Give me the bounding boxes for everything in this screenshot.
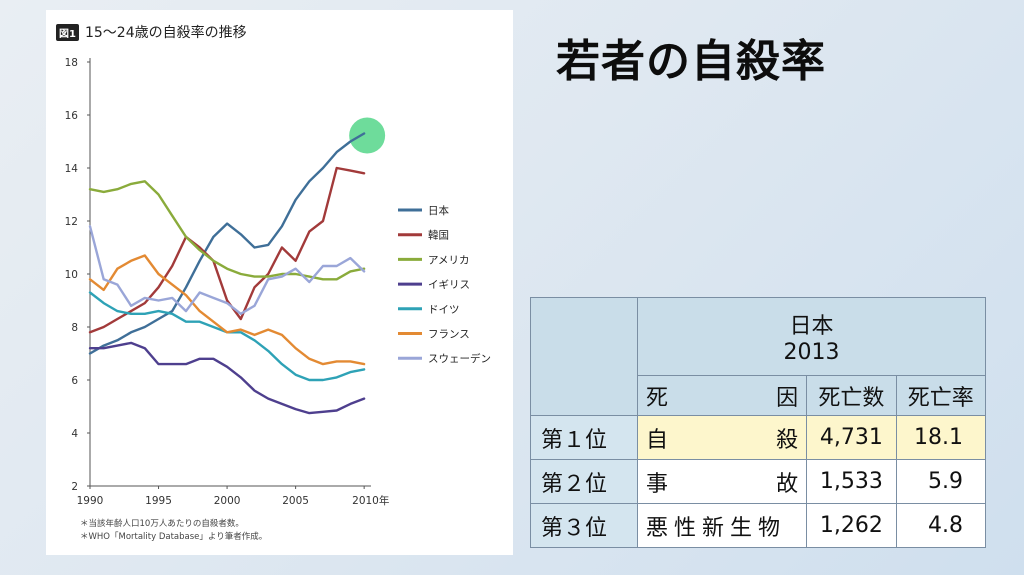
row-deaths: 1,533	[806, 459, 897, 504]
x-tick-label: 1990	[77, 495, 104, 507]
row-cause-1: 自	[646, 427, 669, 453]
legend-label: アメリカ	[428, 254, 469, 266]
row-rank: 第２位	[530, 459, 638, 504]
y-tick-label: 8	[71, 322, 78, 334]
row-cause: 自 殺	[636, 415, 808, 460]
row-rate: 18.1	[895, 415, 987, 460]
series-line-フランス	[88, 254, 366, 366]
table-header-deaths: 死亡数	[806, 375, 897, 416]
header-cause-2: 因	[776, 385, 799, 411]
y-tick-label: 12	[65, 216, 78, 228]
row-deaths: 1,262	[806, 503, 897, 548]
row-deaths: 4,731	[806, 415, 897, 460]
row-cause: 事 故	[636, 459, 808, 504]
highlight-circle	[349, 117, 386, 154]
series-line-アメリカ	[88, 180, 366, 281]
row-rank: 第３位	[530, 503, 638, 548]
table-row: 第２位 事 故 1,533 5.9	[530, 459, 987, 504]
legend-label: ドイツ	[428, 304, 460, 316]
y-tick-label: 18	[65, 57, 78, 69]
y-tick-label: 4	[71, 428, 78, 440]
figure-notes: ＊当該年齢人口10万人あたりの自殺者数。 ＊WHO「Mortality Data…	[80, 518, 267, 544]
row-rank: 第１位	[530, 415, 638, 460]
figure-badge: 図1	[56, 23, 79, 41]
header-cause-1: 死	[646, 385, 669, 411]
cause-of-death-table: 日本 2013 死 因 死亡数 死亡率 第１位 自 殺 4,731	[530, 297, 987, 548]
row-rate: 5.9	[895, 459, 987, 504]
row-cause-1: 悪性新生物	[646, 515, 787, 541]
row-cause-2: 故	[776, 471, 799, 497]
table-header-rate: 死亡率	[895, 375, 987, 416]
x-tick-label: 2005	[282, 495, 309, 507]
figure-title: 図1 15～24歳の自殺率の推移	[56, 22, 247, 42]
y-tick-label: 16	[65, 110, 79, 122]
legend-label: フランス	[428, 329, 470, 341]
y-tick-label: 2	[71, 481, 78, 493]
table-country: 日本	[789, 314, 834, 339]
y-tick-label: 10	[65, 269, 78, 281]
figure-note-1: ＊当該年齢人口10万人あたりの自殺者数。	[80, 519, 244, 529]
x-tick-label: 2000	[214, 495, 241, 507]
table-row: 第１位 自 殺 4,731 18.1	[530, 415, 987, 460]
table-corner	[530, 297, 638, 416]
legend-label: スウェーデン	[428, 352, 491, 365]
figure-title-text: 15～24歳の自殺率の推移	[84, 25, 247, 41]
series-line-イギリス	[88, 341, 366, 415]
table-header-country: 日本 2013	[637, 297, 986, 376]
series-line-韓国	[88, 166, 366, 334]
y-tick-label: 6	[71, 375, 78, 387]
table-year: 2013	[783, 340, 840, 365]
row-rate: 4.8	[895, 503, 987, 548]
slide-title: 若者の自殺率	[556, 36, 826, 87]
data-table: 日本 2013 死 因 死亡数 死亡率 第１位 自 殺 4,731	[530, 297, 987, 548]
row-cause: 悪性新生物	[636, 503, 808, 548]
x-tick-label: 2010年	[352, 494, 389, 507]
series-line-スウェーデン	[88, 225, 366, 315]
y-tick-label: 14	[65, 163, 79, 175]
legend-label: イギリス	[428, 279, 470, 291]
table-row: 第３位 悪性新生物 1,262 4.8	[530, 503, 987, 548]
legend-label: 日本	[428, 204, 449, 217]
row-cause-2: 殺	[776, 427, 799, 453]
x-tick-label: 1995	[145, 495, 172, 507]
table-header-cause: 死 因	[636, 375, 808, 416]
line-chart: 2 4 6 8 10 12 14 16 18 1990 1995 2000 2005 2010年 日本韓国ア…	[65, 57, 491, 507]
series-line-日本	[88, 132, 366, 355]
figure-note-2: ＊WHO「Mortality Database」より筆者作成。	[80, 532, 268, 542]
row-cause-1: 事	[646, 471, 669, 497]
figure-panel: 図1 15～24歳の自殺率の推移 2 4 6 8 10 12 14 16 18 1990 1995 2…	[46, 10, 513, 555]
legend-label: 韓国	[428, 230, 449, 242]
